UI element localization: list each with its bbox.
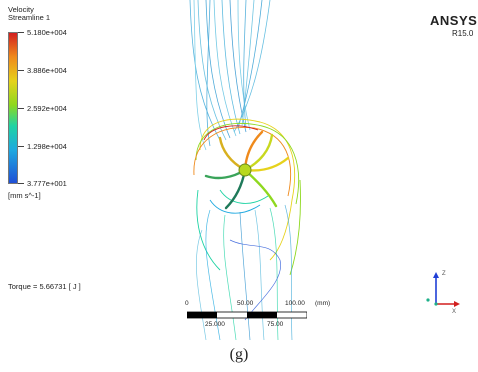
version-label: R15.0 <box>452 29 474 38</box>
legend-variable: Velocity <box>8 5 34 14</box>
legend-min-label: 3.777e+001 <box>27 179 67 188</box>
legend-tick <box>18 32 24 33</box>
axis-triad[interactable]: Z X <box>422 268 462 314</box>
scale-bar-graphic <box>187 311 307 319</box>
scale-label: 75.00 <box>267 321 284 328</box>
velocity-colorbar <box>8 32 18 184</box>
scale-label: 25.000 <box>205 321 225 328</box>
legend-tick <box>18 108 24 109</box>
scale-unit: (mm) <box>315 300 331 307</box>
inlet-streamlines <box>189 0 271 151</box>
legend-title: Velocity Streamline 1 <box>8 6 50 22</box>
legend-tick-label: 1.298e+004 <box>27 142 67 151</box>
scale-label: 100.00 <box>285 300 305 307</box>
x-axis-label: X <box>452 309 456 314</box>
legend-object: Streamline 1 <box>8 13 51 22</box>
legend-tick-label: 2.592e+004 <box>27 104 67 113</box>
legend-tick <box>18 183 24 184</box>
figure-caption: (g) <box>229 346 249 363</box>
z-axis-label: Z <box>442 271 446 277</box>
scale-bar: 0 50.00 100.00 (mm) 25.000 75.00 <box>185 300 335 330</box>
legend-tick <box>18 70 24 71</box>
ansys-logo: ANSYS <box>430 13 478 28</box>
streamline-view[interactable] <box>150 0 330 340</box>
legend-tick <box>18 146 24 147</box>
y-axis-dot <box>426 298 430 302</box>
legend-max-label: 5.180e+004 <box>27 28 67 37</box>
legend-unit: [mm s^-1] <box>8 191 41 200</box>
scale-label: 0 <box>185 300 189 307</box>
scale-label: 50.00 <box>237 300 254 307</box>
casing-streamlines <box>193 118 301 276</box>
runner-hub <box>238 163 252 177</box>
legend-tick-label: 3.886e+004 <box>27 66 67 75</box>
torque-readout: Torque = 5.66731 [ J ] <box>8 282 81 291</box>
outlet-streamlines <box>196 204 293 340</box>
